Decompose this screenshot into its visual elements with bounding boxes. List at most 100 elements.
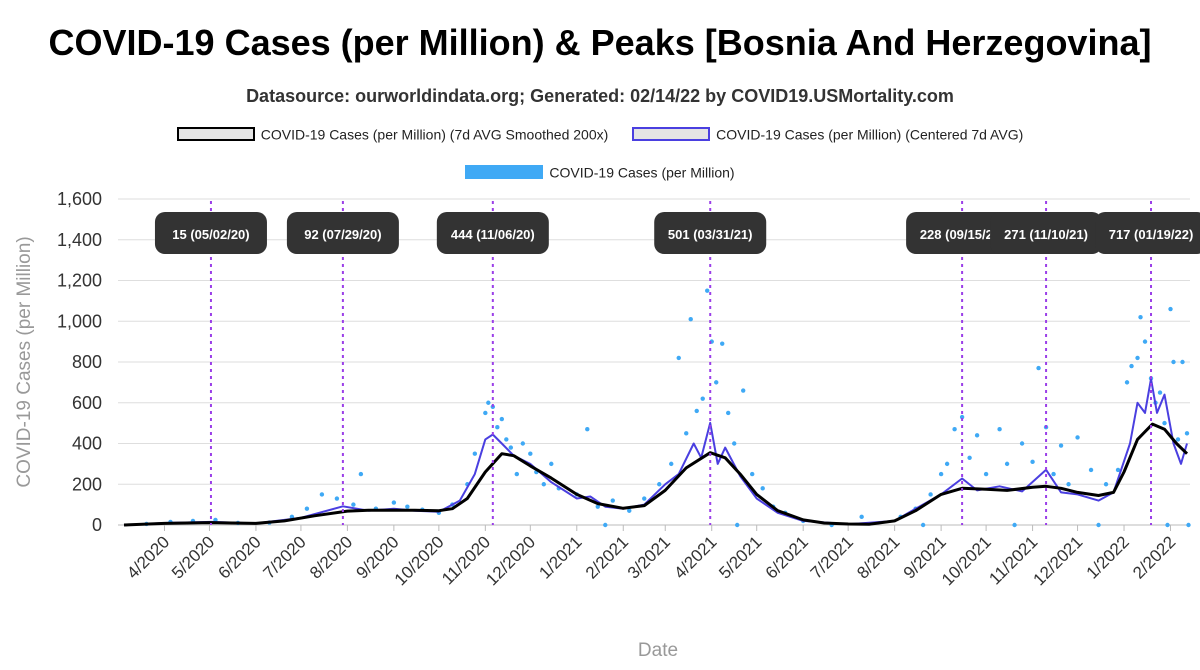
data-point — [1004, 461, 1010, 467]
legend-label-smoothed: COVID-19 Cases (per Million) (7d AVG Smo… — [260, 125, 609, 142]
x-axis-label: Date — [638, 640, 678, 661]
data-point — [959, 414, 965, 420]
legend-label-raw: COVID-19 Cases (per Million) — [549, 163, 735, 180]
data-point — [983, 471, 989, 477]
peak-label: 501 (03/31/21) — [668, 227, 753, 242]
data-point — [694, 408, 699, 414]
data-point — [1019, 441, 1025, 446]
y-tick-label: 1,200 — [57, 271, 102, 291]
x-axis: 4/20205/20206/20207/20208/20209/202010/2… — [123, 525, 1179, 589]
data-point — [514, 471, 520, 477]
data-point — [684, 431, 689, 436]
x-tick-label: 8/2021 — [853, 532, 903, 582]
data-point — [997, 427, 1002, 432]
peak-label: 228 (09/15/21) — [920, 227, 1005, 242]
x-tick-label: 7/2020 — [260, 532, 310, 582]
legend-item-smoothed[interactable]: COVID-19 Cases (per Million) (7d AVG Smo… — [176, 125, 609, 142]
data-point — [541, 482, 547, 487]
data-point — [974, 433, 980, 438]
data-point — [1157, 390, 1163, 395]
data-point — [304, 506, 310, 511]
data-point — [669, 461, 674, 467]
y-tick-label: 600 — [72, 393, 102, 413]
y-tick-label: 800 — [72, 352, 102, 372]
data-point — [720, 341, 725, 346]
raw-series-points — [144, 288, 1191, 528]
data-point — [213, 517, 218, 523]
data-point — [1180, 359, 1185, 365]
x-tick-label: 8/2020 — [306, 532, 356, 582]
x-tick-label: 5/2020 — [168, 532, 218, 582]
legend-item-raw[interactable]: COVID-19 Cases (per Million) — [465, 163, 735, 180]
data-point — [938, 471, 944, 477]
data-point — [1186, 522, 1191, 528]
data-point — [1030, 459, 1035, 465]
x-tick-label: 2/2022 — [1129, 532, 1179, 582]
data-point — [603, 522, 608, 528]
y-tick-label: 200 — [72, 474, 102, 494]
x-tick-label: 5/2021 — [715, 532, 765, 582]
data-point — [750, 471, 755, 477]
data-point — [920, 522, 926, 528]
data-point — [499, 416, 505, 422]
data-point — [1012, 522, 1017, 528]
peak-box — [654, 212, 767, 254]
y-tick-label: 1,000 — [57, 311, 102, 331]
data-point — [944, 461, 950, 467]
data-point — [504, 437, 509, 442]
data-point — [610, 498, 615, 503]
legend-swatch-raw — [465, 164, 544, 179]
data-point — [1162, 420, 1167, 426]
data-point — [358, 471, 364, 477]
x-tick-label: 3/2021 — [624, 532, 674, 582]
y-axis: 0 200 400 600 800 1,000 1,200 1,400 1,600 — [57, 189, 102, 535]
x-tick-label: 12/2021 — [1029, 532, 1086, 589]
data-point — [705, 288, 710, 293]
data-point — [952, 427, 957, 432]
x-tick-label: 7/2021 — [807, 532, 857, 582]
data-point — [726, 410, 731, 416]
x-tick-label: 6/2021 — [762, 532, 812, 582]
data-point — [1138, 314, 1143, 320]
data-point — [1115, 467, 1121, 473]
data-point — [472, 451, 478, 456]
data-point — [1051, 471, 1056, 477]
x-tick-label: 1/2021 — [535, 532, 585, 582]
data-point — [1075, 435, 1080, 440]
x-tick-label: 1/2022 — [1083, 532, 1133, 582]
x-tick-label: 12/2020 — [482, 532, 539, 589]
x-tick-label: 10/2020 — [391, 532, 448, 589]
data-point — [1175, 437, 1181, 442]
peak-label: 92 (07/29/20) — [304, 227, 381, 242]
x-tick-label: 2/2021 — [582, 532, 632, 582]
data-point — [1124, 380, 1130, 385]
peak-box — [154, 212, 267, 254]
data-point — [549, 461, 554, 467]
data-point — [760, 486, 765, 491]
y-tick-label: 1,600 — [57, 189, 102, 209]
data-point — [714, 380, 719, 385]
data-point — [528, 451, 533, 456]
data-point — [657, 482, 662, 487]
data-point — [1058, 443, 1064, 448]
data-point — [1165, 522, 1170, 528]
data-point — [486, 400, 491, 405]
data-point — [319, 492, 325, 497]
legend-swatch-centered — [632, 126, 711, 141]
y-tick-label: 0 — [92, 515, 102, 535]
peak-box — [990, 212, 1103, 254]
x-tick-label: 6/2020 — [215, 532, 265, 582]
data-point — [1129, 363, 1134, 369]
data-point — [1168, 306, 1173, 312]
chart-title: COVID-19 Cases (per Million) & Peaks [Bo… — [48, 22, 1152, 63]
y-tick-label: 1,400 — [57, 230, 102, 250]
peak-box — [436, 212, 549, 254]
data-point — [1135, 355, 1140, 361]
data-point — [495, 425, 500, 430]
data-point — [391, 500, 397, 505]
data-point — [585, 427, 590, 432]
data-point — [928, 492, 933, 497]
legend-item-centered[interactable]: COVID-19 Cases (per Million) (Centered 7… — [632, 125, 1023, 142]
peak-label: 717 (01/19/22) — [1109, 227, 1194, 242]
